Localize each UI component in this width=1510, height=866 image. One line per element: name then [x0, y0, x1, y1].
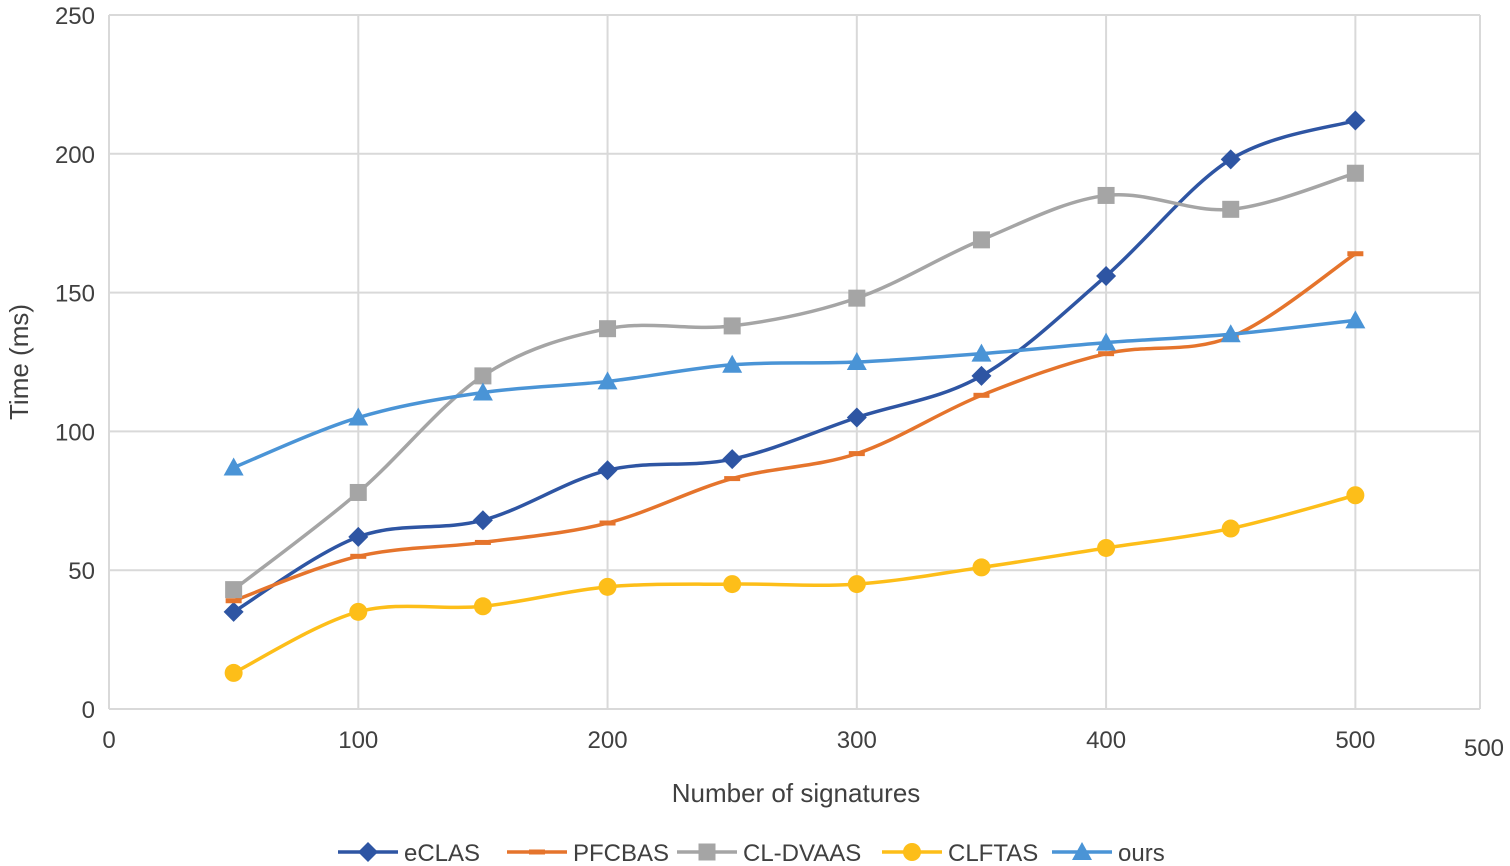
- legend-swatch-marker: [358, 842, 378, 862]
- y-tick-label: 50: [68, 558, 95, 585]
- legend-label: eCLAS: [404, 840, 480, 866]
- x-tick-label: 300: [837, 727, 877, 754]
- data-point-eclas: [472, 510, 493, 531]
- data-point-cl-dvaas: [723, 317, 741, 335]
- x-axis-title: Number of signatures: [672, 778, 921, 808]
- data-point-ours: [472, 382, 493, 401]
- y-tick-label: 200: [55, 142, 95, 169]
- data-point-ours: [846, 352, 867, 370]
- x-tick-label: 0: [102, 727, 115, 754]
- data-point-ours: [971, 343, 992, 362]
- data-point-clftas: [1097, 538, 1116, 557]
- legend-swatch-marker: [1072, 842, 1092, 860]
- data-point-ours: [1345, 310, 1366, 329]
- legend-item-clftas: CLFTAS: [882, 840, 1038, 866]
- data-point-cl-dvaas: [1222, 200, 1240, 218]
- series-line-clftas: [232, 493, 1356, 675]
- data-point-ours: [1096, 332, 1117, 351]
- data-point-cl-dvaas: [225, 581, 243, 599]
- x-tick-label: 500: [1464, 735, 1504, 762]
- data-point-pfcbas: [848, 451, 865, 457]
- legend-label: CLFTAS: [948, 840, 1038, 866]
- data-point-ours: [722, 354, 743, 373]
- series-line-cl-dvaas: [232, 171, 1356, 592]
- data-point-ours: [1220, 324, 1241, 343]
- legend-item-pfcbas: PFCBAS: [507, 840, 669, 866]
- data-point-eclas: [223, 601, 244, 622]
- y-tick-label: 100: [55, 419, 95, 446]
- series-ours: [223, 310, 1366, 476]
- data-point-cl-dvaas: [349, 483, 367, 501]
- data-point-clftas: [1346, 486, 1365, 505]
- data-point-pfcbas: [225, 598, 242, 604]
- series-line-eclas: [232, 118, 1356, 614]
- data-point-pfcbas: [1098, 351, 1115, 357]
- data-point-clftas: [972, 558, 991, 577]
- data-point-eclas: [971, 365, 992, 386]
- data-point-cl-dvaas: [848, 289, 866, 307]
- legend-swatch-marker: [698, 843, 716, 861]
- data-point-pfcbas: [350, 553, 367, 559]
- data-point-ours: [597, 371, 618, 390]
- x-tick-label: 200: [588, 727, 628, 754]
- data-point-pfcbas: [973, 392, 990, 398]
- data-point-eclas: [348, 526, 369, 547]
- data-point-clftas: [349, 602, 368, 621]
- data-point-clftas: [723, 575, 742, 594]
- data-point-ours: [348, 407, 369, 426]
- grid: [108, 14, 1481, 710]
- data-point-clftas: [224, 663, 243, 682]
- data-point-clftas: [847, 575, 866, 594]
- series-cl-dvaas: [225, 164, 1364, 599]
- data-point-pfcbas: [599, 520, 616, 526]
- data-point-eclas: [1345, 110, 1366, 131]
- series-pfcbas: [225, 251, 1364, 604]
- data-point-pfcbas: [1347, 251, 1364, 257]
- data-point-cl-dvaas: [599, 320, 617, 338]
- legend-item-ours: ours: [1052, 840, 1165, 866]
- legend-swatch-marker: [529, 849, 545, 855]
- legend-item-eclas: eCLAS: [338, 840, 480, 866]
- series-line-ours: [232, 318, 1356, 470]
- y-tick-label: 250: [55, 3, 95, 30]
- data-point-pfcbas: [474, 539, 491, 545]
- data-point-cl-dvaas: [1346, 164, 1364, 182]
- data-point-clftas: [473, 597, 492, 616]
- data-point-eclas: [846, 407, 867, 428]
- y-axis-title: Time (ms): [4, 304, 34, 420]
- y-tick-label: 150: [55, 281, 95, 308]
- series-lines: [223, 110, 1366, 682]
- legend-label: CL-DVAAS: [743, 840, 861, 866]
- x-tick-label: 500: [1335, 727, 1375, 754]
- legend-label: PFCBAS: [573, 840, 669, 866]
- y-tick-label: 0: [82, 697, 95, 724]
- data-point-eclas: [1096, 265, 1117, 286]
- legend-swatch-marker: [903, 843, 921, 861]
- data-point-cl-dvaas: [972, 231, 990, 249]
- data-point-eclas: [722, 449, 743, 470]
- data-point-cl-dvaas: [1097, 186, 1115, 204]
- series-eclas: [223, 110, 1366, 622]
- legend-item-cl-dvaas: CL-DVAAS: [677, 840, 861, 866]
- tick-labels: 0 50 100 150 200 250 0 100 200 300 400 500 500: [55, 3, 1504, 762]
- data-point-pfcbas: [724, 476, 741, 482]
- x-tick-label: 100: [338, 727, 378, 754]
- data-point-eclas: [597, 460, 618, 481]
- data-point-cl-dvaas: [474, 367, 492, 385]
- data-point-clftas: [1221, 519, 1240, 538]
- data-point-clftas: [598, 577, 617, 596]
- data-point-ours: [223, 457, 244, 476]
- series-line-pfcbas: [233, 252, 1357, 603]
- data-point-eclas: [1220, 149, 1241, 170]
- legend: eCLAS PFCBAS CL-DVAAS CLFTAS ours: [338, 840, 1165, 866]
- x-tick-label: 400: [1086, 727, 1126, 754]
- legend-label: ours: [1118, 840, 1165, 866]
- series-clftas: [224, 486, 1365, 682]
